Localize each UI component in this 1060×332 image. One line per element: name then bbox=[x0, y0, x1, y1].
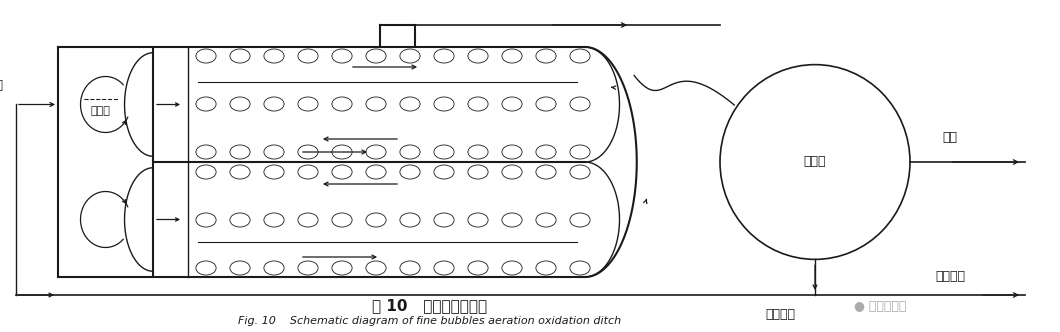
Text: 厄氧区: 厄氧区 bbox=[90, 107, 110, 117]
Text: Fig. 10    Schematic diagram of fine bubbles aeration oxidation ditch: Fig. 10 Schematic diagram of fine bubble… bbox=[238, 316, 621, 326]
Text: 回流污泥: 回流污泥 bbox=[765, 308, 795, 321]
Text: 进水: 进水 bbox=[0, 79, 3, 93]
Text: 图 10   微暴氧化沟流程: 图 10 微暴氧化沟流程 bbox=[372, 298, 488, 313]
Text: ● 环保工程师: ● 环保工程师 bbox=[853, 299, 906, 312]
Text: 二沉池: 二沉池 bbox=[803, 155, 826, 169]
Text: 剩余污泥: 剩余污泥 bbox=[935, 270, 965, 283]
Text: 出水: 出水 bbox=[942, 131, 957, 144]
